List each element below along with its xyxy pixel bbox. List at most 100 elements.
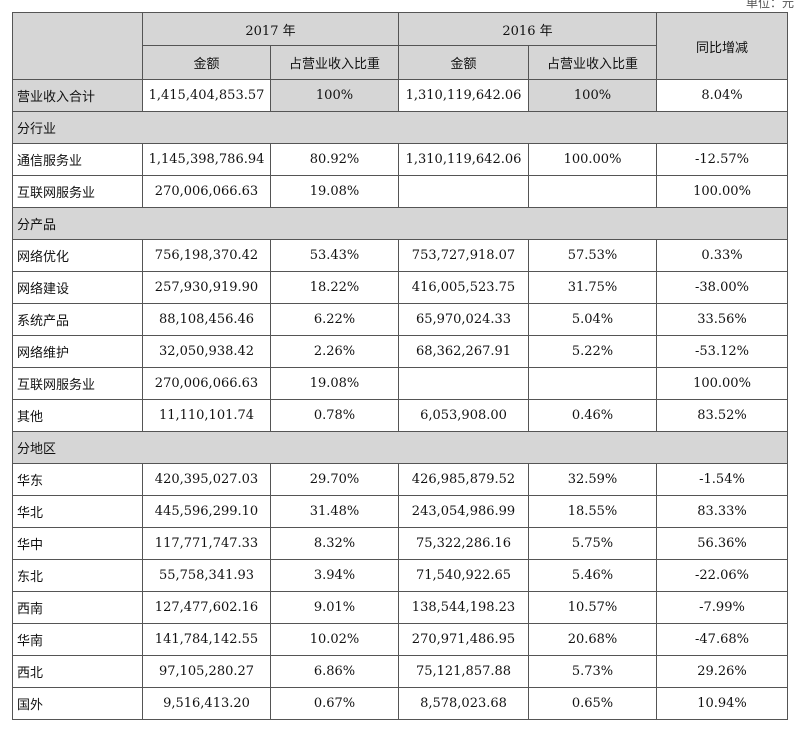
amount-2016: 426,985,879.52: [398, 463, 529, 496]
amount-2016: [398, 367, 529, 400]
amount-2016: [398, 175, 529, 208]
ratio-2017: 29.70%: [270, 463, 399, 496]
ratio-2016: 0.65%: [528, 687, 657, 720]
amount-2017: 117,771,747.33: [142, 527, 271, 560]
table-row: 网络优化 756,198,370.42 53.43% 753,727,918.0…: [12, 239, 788, 272]
row-label: 其他: [12, 399, 143, 432]
amount-2017: 270,006,066.63: [142, 175, 271, 208]
total-yoy: 8.04%: [656, 79, 788, 112]
ratio-2017: 2.26%: [270, 335, 399, 368]
section-region: 分地区: [12, 431, 788, 464]
amount-2017: 141,784,142.55: [142, 623, 271, 656]
amount-2016: 68,362,267.91: [398, 335, 529, 368]
section-row-region: 分地区: [12, 431, 788, 464]
ratio-2017: 10.02%: [270, 623, 399, 656]
yoy-change: 83.52%: [656, 399, 788, 432]
ratio-2017: 31.48%: [270, 495, 399, 528]
ratio-2016: 57.53%: [528, 239, 657, 272]
ratio-2017: 3.94%: [270, 559, 399, 592]
row-label: 华北: [12, 495, 143, 528]
amount-2016: 753,727,918.07: [398, 239, 529, 272]
unit-label: 单位：元: [745, 0, 794, 10]
section-row-product: 分产品: [12, 207, 788, 240]
total-amount-2017: 1,415,404,853.57: [142, 79, 271, 112]
yoy-change: 33.56%: [656, 303, 788, 336]
ratio-2016: 32.59%: [528, 463, 657, 496]
ratio-2016: 5.73%: [528, 655, 657, 688]
header-ratio-2017: 占营业收入比重: [270, 45, 399, 80]
amount-2017: 420,395,027.03: [142, 463, 271, 496]
amount-2016: 65,970,024.33: [398, 303, 529, 336]
yoy-change: -1.54%: [656, 463, 788, 496]
row-label: 互联网服务业: [12, 175, 143, 208]
amount-2017: 257,930,919.90: [142, 271, 271, 304]
row-label: 华东: [12, 463, 143, 496]
amount-2017: 1,145,398,786.94: [142, 143, 271, 176]
amount-2016: 6,053,908.00: [398, 399, 529, 432]
ratio-2017: 9.01%: [270, 591, 399, 624]
ratio-2016: 18.55%: [528, 495, 657, 528]
table-row: 华东 420,395,027.03 29.70% 426,985,879.52 …: [12, 463, 788, 496]
row-label: 东北: [12, 559, 143, 592]
amount-2016: 243,054,986.99: [398, 495, 529, 528]
ratio-2017: 19.08%: [270, 367, 399, 400]
ratio-2016: [528, 175, 657, 208]
amount-2016: 416,005,523.75: [398, 271, 529, 304]
ratio-2017: 6.22%: [270, 303, 399, 336]
ratio-2016: 5.75%: [528, 527, 657, 560]
yoy-change: 56.36%: [656, 527, 788, 560]
section-row-industry: 分行业: [12, 111, 788, 144]
ratio-2017: 19.08%: [270, 175, 399, 208]
amount-2017: 97,105,280.27: [142, 655, 271, 688]
row-label: 华中: [12, 527, 143, 560]
table-row: 通信服务业 1,145,398,786.94 80.92% 1,310,119,…: [12, 143, 788, 176]
ratio-2016: [528, 367, 657, 400]
amount-2016: 138,544,198.23: [398, 591, 529, 624]
yoy-change: -47.68%: [656, 623, 788, 656]
yoy-change: 100.00%: [656, 175, 788, 208]
table-row: 互联网服务业 270,006,066.63 19.08% 100.00%: [12, 175, 788, 208]
ratio-2017: 80.92%: [270, 143, 399, 176]
header-yoy: 同比增减: [656, 12, 788, 80]
yoy-change: 29.26%: [656, 655, 788, 688]
amount-2017: 270,006,066.63: [142, 367, 271, 400]
revenue-table: 2017 年 2016 年 同比增减 金额 占营业收入比重 金额 占营业收入比重…: [12, 12, 788, 720]
ratio-2017: 18.22%: [270, 271, 399, 304]
yoy-change: -22.06%: [656, 559, 788, 592]
yoy-change: 0.33%: [656, 239, 788, 272]
header-2016: 2016 年: [398, 12, 657, 46]
amount-2017: 127,477,602.16: [142, 591, 271, 624]
yoy-change: -38.00%: [656, 271, 788, 304]
row-label: 网络优化: [12, 239, 143, 272]
ratio-2016: 20.68%: [528, 623, 657, 656]
table-row: 互联网服务业 270,006,066.63 19.08% 100.00%: [12, 367, 788, 400]
table-row: 系统产品 88,108,456.46 6.22% 65,970,024.33 5…: [12, 303, 788, 336]
ratio-2016: 31.75%: [528, 271, 657, 304]
total-ratio-2016: 100%: [528, 79, 657, 112]
row-label: 国外: [12, 687, 143, 720]
header-amount-2016: 金额: [398, 45, 529, 80]
amount-2017: 445,596,299.10: [142, 495, 271, 528]
total-label: 营业收入合计: [12, 79, 143, 112]
header-2017: 2017 年: [142, 12, 399, 46]
ratio-2016: 5.22%: [528, 335, 657, 368]
row-label: 互联网服务业: [12, 367, 143, 400]
section-industry: 分行业: [12, 111, 788, 144]
header-amount-2017: 金额: [142, 45, 271, 80]
ratio-2017: 0.78%: [270, 399, 399, 432]
section-product: 分产品: [12, 207, 788, 240]
ratio-2017: 0.67%: [270, 687, 399, 720]
table-row: 东北 55,758,341.93 3.94% 71,540,922.65 5.4…: [12, 559, 788, 592]
yoy-change: -53.12%: [656, 335, 788, 368]
total-ratio-2017: 100%: [270, 79, 399, 112]
yoy-change: -7.99%: [656, 591, 788, 624]
amount-2016: 71,540,922.65: [398, 559, 529, 592]
ratio-2016: 0.46%: [528, 399, 657, 432]
yoy-change: -12.57%: [656, 143, 788, 176]
amount-2016: 75,121,857.88: [398, 655, 529, 688]
table-row: 西南 127,477,602.16 9.01% 138,544,198.23 1…: [12, 591, 788, 624]
amount-2016: 8,578,023.68: [398, 687, 529, 720]
row-label: 网络维护: [12, 335, 143, 368]
amount-2016: 1,310,119,642.06: [398, 143, 529, 176]
row-label: 华南: [12, 623, 143, 656]
